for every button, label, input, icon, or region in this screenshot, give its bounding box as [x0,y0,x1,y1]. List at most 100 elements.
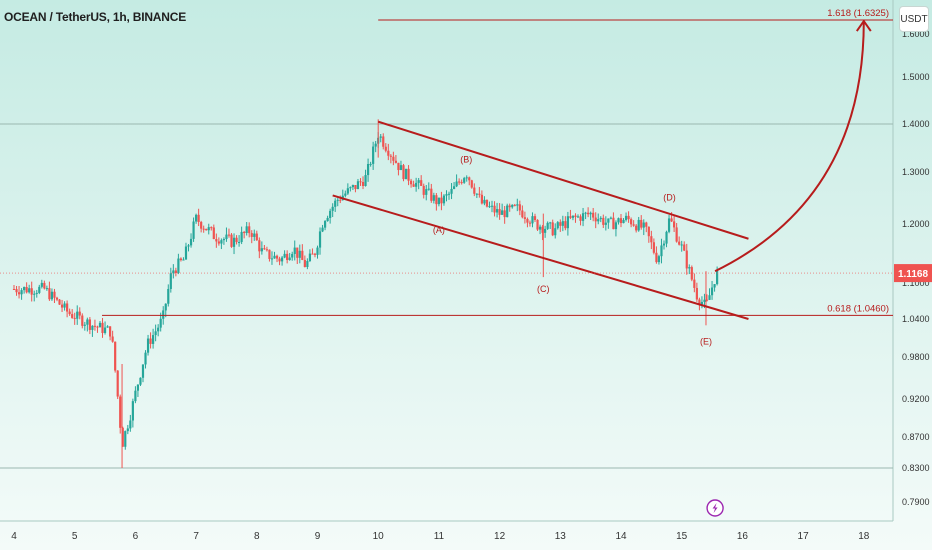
candle-body [250,233,253,237]
candle-body [417,180,420,183]
candle-body [387,150,390,156]
candle-body [617,218,620,223]
candle-body [379,136,382,138]
candle-body [425,189,428,195]
candle-body [205,228,208,231]
y-tick-label: 0.9800 [902,352,930,362]
currency-button[interactable]: USDT [899,6,929,32]
candle-body [73,317,76,319]
candle-body [614,222,618,230]
candle-body [35,292,38,294]
candle-body [594,217,597,222]
candle-body [531,216,534,224]
candle-body [571,215,575,218]
candle-body [642,222,645,228]
symbol-title: OCEAN / TetherUS, 1h, BINANCE [4,10,186,24]
candle-body [624,215,628,220]
candle-body [235,237,238,243]
candle-body [366,163,370,176]
candle-body [321,227,324,232]
candle-body [415,182,418,187]
candle-body [430,188,433,201]
candle-body [38,286,41,293]
wave-label: (C) [537,284,550,294]
candle-body [627,215,630,220]
candle-body [354,185,357,190]
candle-body [470,180,473,188]
candle-body [268,249,271,259]
candle-body [402,165,405,180]
candle-body [392,156,395,161]
candle-body [270,258,274,260]
candle-body [255,233,258,241]
candle-body [528,222,532,224]
candle-body [303,259,306,267]
candle-body [326,217,329,222]
candle-body [435,195,438,205]
candle-body [455,181,458,187]
y-tick-label: 0.8700 [902,432,930,442]
candle-body [265,249,269,251]
candle-body [106,326,109,328]
candle-body [139,377,142,385]
candle-body [445,194,448,196]
candle-body [698,299,701,305]
y-tick-label: 0.7900 [902,497,930,507]
candle-body [101,322,104,333]
candle-body [670,218,673,222]
candle-body [301,250,304,260]
candle-body [344,193,347,196]
candle-body [450,188,453,194]
candle-body [280,257,284,262]
y-tick-label: 1.6000 [902,29,930,39]
candle-body [369,163,372,165]
candle-body [609,217,612,219]
candle-body [660,245,663,257]
candle-body [442,195,446,204]
candle-body [162,310,165,319]
candle-body [83,324,86,326]
candle-body [655,252,658,263]
candle-body [217,241,220,244]
candle-body [647,226,650,237]
candle-body [154,331,157,336]
candle-body [308,253,312,262]
candle-body [546,222,549,229]
candle-body [612,217,615,230]
candle-body [169,273,172,289]
candle-body [399,165,403,171]
candle-body [283,253,286,258]
candle-body [103,327,107,333]
candle-body [619,218,623,224]
projection-arrow [714,21,865,273]
candle-body [579,216,582,221]
candle-body [374,143,377,147]
candle-body [331,206,334,211]
y-tick-label: 0.8300 [902,463,930,473]
candle-body [200,221,203,229]
candle-body [141,364,145,378]
candle-body [48,288,51,300]
candle-body [440,197,443,204]
wave-label: (E) [700,336,712,346]
candle-body [306,261,309,267]
candle-body [93,325,97,327]
candle-body [58,299,61,305]
candle-body [248,226,251,234]
candle-body [28,288,31,293]
candle-body [635,225,638,231]
y-tick-label: 1.3000 [902,167,930,177]
candle-body [15,289,18,293]
candle-body [116,370,119,397]
candle-body [533,216,537,220]
candle-body [521,210,524,218]
y-tick-label: 1.4000 [902,119,930,129]
candle-body [293,247,296,254]
candle-body [690,267,693,280]
candle-body [404,168,408,180]
candle-body [17,292,21,295]
candle-body [288,257,291,261]
candle-body [422,185,425,195]
